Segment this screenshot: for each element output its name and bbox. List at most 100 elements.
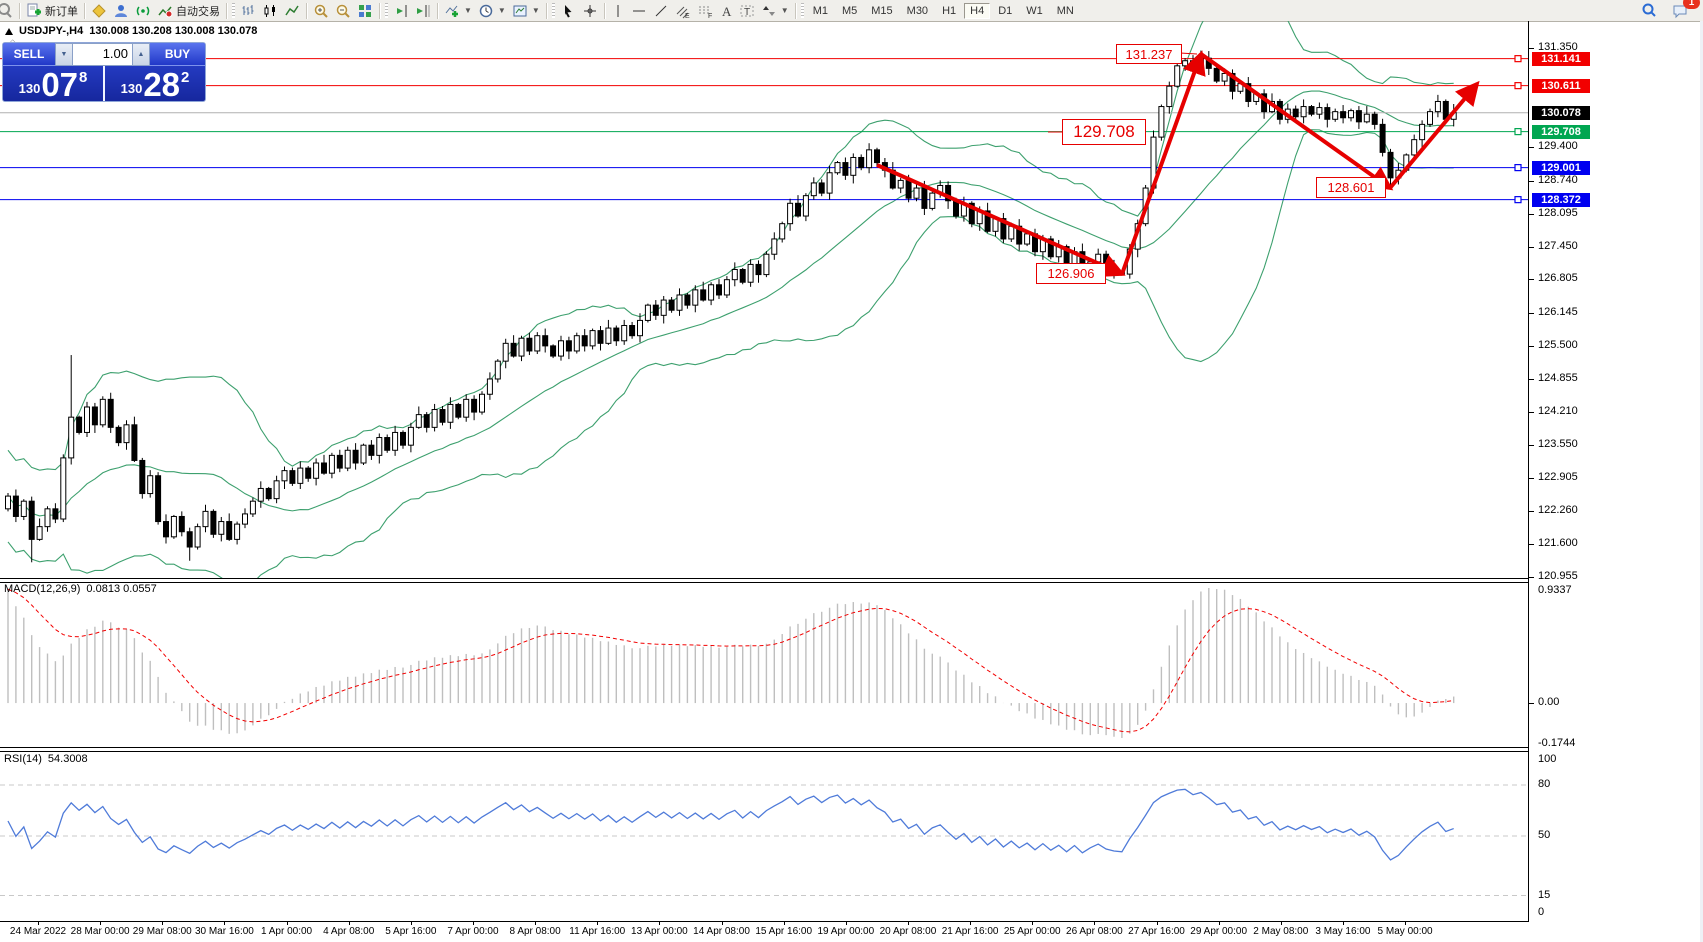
candlestick-chart-icon[interactable]	[259, 1, 281, 20]
crosshair-icon[interactable]	[579, 1, 601, 20]
signals-icon[interactable]	[132, 1, 154, 20]
drag-handle[interactable]	[232, 3, 235, 18]
search-icon[interactable]	[1638, 1, 1661, 20]
svg-text:F: F	[708, 13, 712, 19]
sell-button[interactable]: SELL	[3, 43, 55, 66]
new-order-button[interactable]: 新订单	[23, 1, 81, 20]
fibonacci-icon[interactable]: F	[694, 1, 716, 20]
clipped-icon[interactable]	[0, 1, 16, 20]
axis-tick	[224, 921, 226, 925]
symbol-ohlc: 130.008 130.208 130.008 130.078	[89, 25, 258, 37]
axis-tick	[1032, 921, 1034, 925]
buy-button[interactable]: BUY	[150, 43, 205, 66]
zoom-out-icon[interactable]	[332, 1, 354, 20]
drag-handle[interactable]	[551, 3, 555, 18]
price-tick-label: 122.905	[1538, 471, 1578, 484]
horizontal-line-icon[interactable]	[628, 1, 650, 20]
periods-button[interactable]: ▼	[475, 1, 509, 20]
axis-tick	[721, 921, 723, 925]
price-annotation[interactable]: 126.906	[1036, 263, 1106, 284]
axis-tick	[1529, 246, 1534, 248]
symbol-header: USDJPY-,H4 130.008 130.208 130.008 130.0…	[5, 25, 257, 37]
time-axis[interactable]: 24 Mar 2022 28 Mar 00:00 29 Mar 08:00 30 Ma…	[0, 921, 1529, 942]
symbol-name: USDJPY-,H4	[19, 25, 84, 37]
price-tick-label: 128.095	[1538, 206, 1578, 219]
rsi-axis-bottom: 0	[1538, 906, 1545, 918]
price-annotation[interactable]: 129.708	[1062, 119, 1146, 145]
volume-input[interactable]: 1.00	[73, 43, 132, 66]
timeframe-m5[interactable]: M5	[841, 4, 858, 17]
window-edge	[1700, 21, 1703, 942]
date-label: 27 Apr 16:00	[1128, 926, 1185, 937]
macd-axis-top: 0.9337	[1538, 584, 1572, 596]
timeframe-d1[interactable]: D1	[998, 4, 1013, 17]
timeframe-m30[interactable]: M30	[906, 4, 929, 17]
macd-axis-zero: 0.00	[1538, 696, 1560, 709]
date-label: 4 Apr 08:00	[323, 926, 375, 937]
separator	[794, 2, 796, 19]
price-annotation[interactable]: 128.601	[1316, 177, 1386, 198]
text-icon[interactable]: A	[716, 1, 736, 20]
date-label: 15 Apr 16:00	[755, 926, 813, 937]
date-label: 20 Apr 08:00	[879, 926, 937, 937]
timeframe-h1[interactable]: H1	[942, 4, 957, 17]
axis-tick	[1529, 544, 1534, 546]
price-annotation[interactable]: 131.237	[1116, 44, 1182, 64]
vertical-line-icon[interactable]	[608, 1, 628, 20]
trendline-icon[interactable]	[650, 1, 672, 20]
timeframe-m15[interactable]: M15	[871, 4, 893, 17]
macd-header: MACD(12,26,9) 0.0813 0.0557	[4, 583, 157, 595]
date-label: 8 Apr 08:00	[509, 926, 561, 937]
timeframe-m1[interactable]: M1	[812, 4, 828, 17]
sell-price[interactable]: 130 07 8	[3, 66, 105, 101]
drag-handle[interactable]	[385, 3, 388, 18]
tile-windows-icon[interactable]	[354, 1, 376, 20]
axis-tick	[38, 921, 39, 925]
separator	[84, 2, 85, 19]
macd-pane[interactable]	[0, 582, 1529, 746]
notifications-button[interactable]: 1	[1669, 0, 1700, 20]
autotrading-button[interactable]: 自动交易	[154, 1, 223, 20]
volume-increase-button[interactable]: ▲	[132, 43, 150, 66]
auto-scroll-icon[interactable]	[390, 1, 412, 20]
chevron-down-icon: ▼	[780, 6, 789, 15]
price-axis[interactable]: 131.350 129.400 128.740 128.095 127.450 126.8…	[1529, 21, 1703, 922]
pane-separator[interactable]	[0, 578, 1529, 583]
pane-separator[interactable]	[0, 747, 1529, 752]
buy-price-sup: 2	[181, 69, 190, 86]
volume-decrease-button[interactable]: ▼	[55, 43, 73, 66]
line-chart-icon[interactable]	[281, 1, 303, 20]
timeframe-h4[interactable]: H4	[964, 2, 991, 19]
price-badge: 129.001	[1532, 160, 1590, 175]
chevron-down-icon: ▼	[464, 6, 472, 15]
cursor-icon[interactable]	[557, 1, 579, 20]
indicators-button[interactable]: ▼	[441, 1, 475, 20]
chevron-down-icon: ▼	[531, 6, 540, 15]
chart-shift-icon[interactable]	[412, 1, 434, 20]
buy-price[interactable]: 130 28 2	[105, 66, 205, 101]
timeframe-w1[interactable]: W1	[1026, 4, 1043, 17]
text-label-icon[interactable]: T	[736, 1, 758, 20]
separator	[603, 2, 605, 19]
new-order-icon	[27, 3, 41, 16]
arrows-button[interactable]: ▼	[758, 1, 792, 20]
time-axis-line	[0, 921, 1529, 922]
zoom-in-icon[interactable]	[310, 1, 332, 20]
equidistant-channel-icon[interactable]: E	[672, 1, 694, 20]
terminal-icon[interactable]	[110, 1, 132, 20]
axis-tick	[1529, 478, 1534, 480]
templates-button[interactable]: ▼	[509, 1, 543, 20]
buy-price-prefix: 130	[120, 81, 143, 96]
date-label: 28 Mar 00:00	[70, 926, 130, 937]
rsi-pane[interactable]	[0, 751, 1529, 921]
axis-tick	[1529, 213, 1534, 215]
separator	[306, 2, 307, 19]
bar-chart-icon[interactable]	[237, 1, 259, 20]
metaeditor-icon[interactable]	[88, 1, 110, 20]
axis-tick	[100, 921, 102, 925]
timeframe-mn[interactable]: MN	[1056, 4, 1074, 17]
buy-price-big: 28	[143, 66, 181, 102]
drag-handle[interactable]	[800, 3, 804, 18]
separator	[437, 2, 438, 19]
main-chart[interactable]	[0, 21, 1529, 578]
